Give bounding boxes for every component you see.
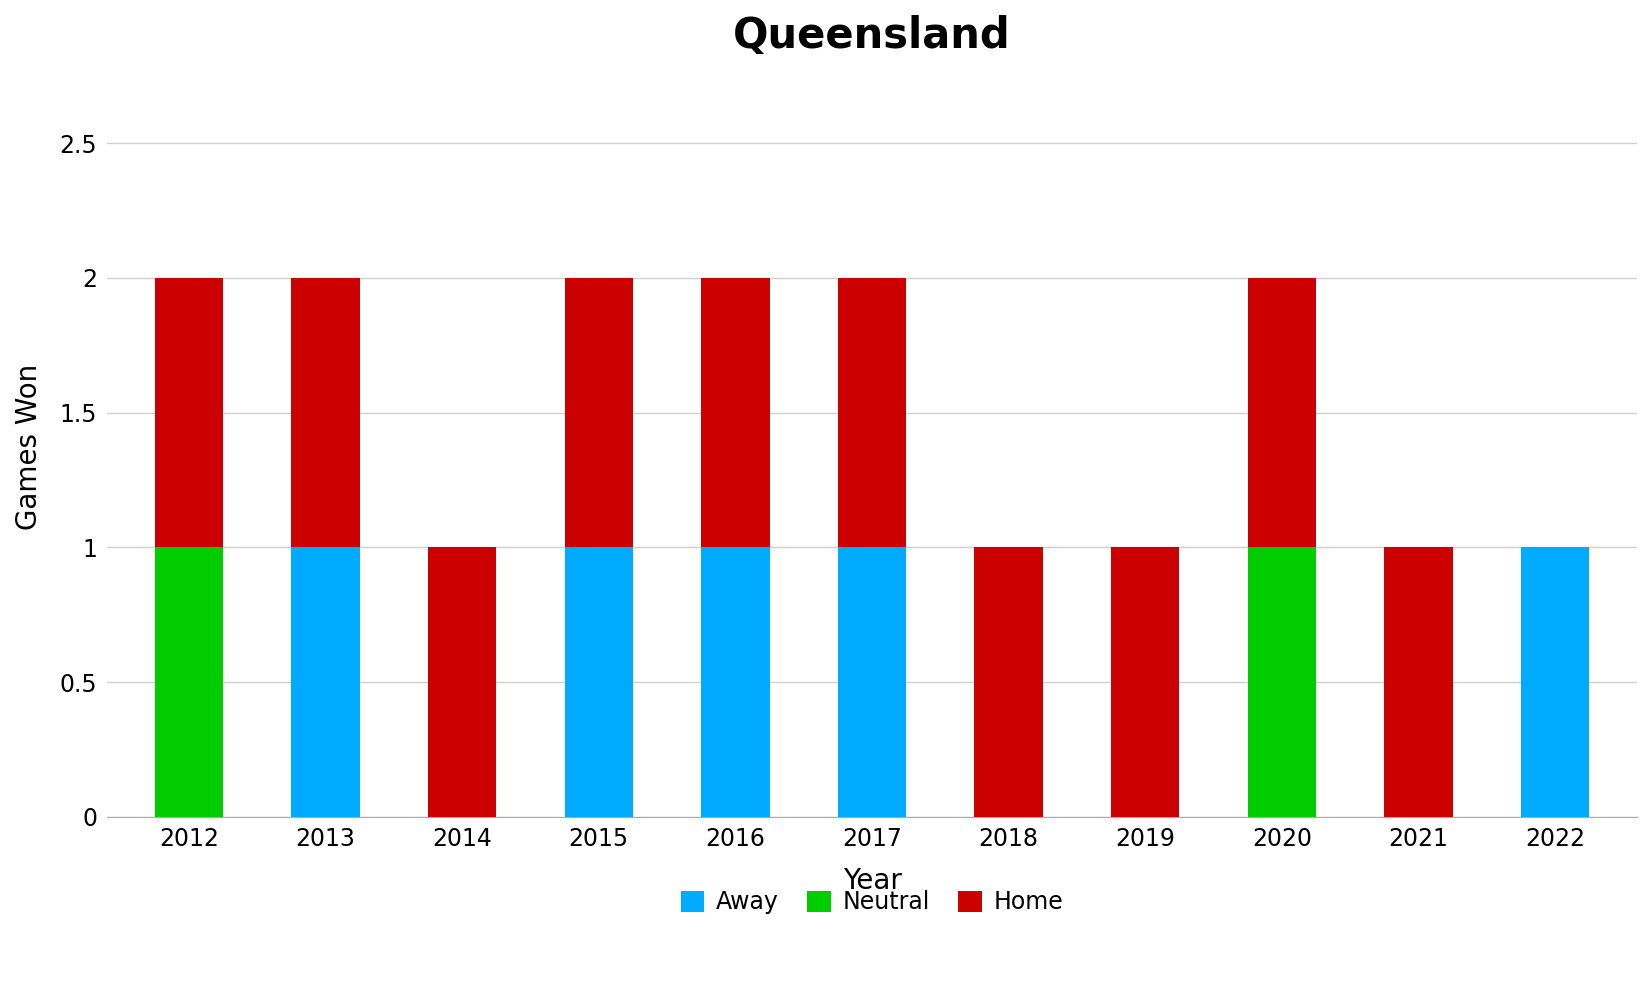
Bar xyxy=(700,548,770,817)
Bar xyxy=(1521,548,1589,817)
Bar xyxy=(838,278,907,548)
Bar xyxy=(291,548,360,817)
Bar xyxy=(1247,548,1317,817)
Bar xyxy=(155,548,223,817)
Bar xyxy=(155,278,223,548)
Bar xyxy=(838,548,907,817)
X-axis label: Year: Year xyxy=(843,867,902,896)
Legend: Away, Neutral, Home: Away, Neutral, Home xyxy=(671,881,1072,924)
Bar xyxy=(975,548,1042,817)
Bar xyxy=(565,278,633,548)
Bar xyxy=(565,548,633,817)
Bar xyxy=(1112,548,1180,817)
Title: Queensland: Queensland xyxy=(733,15,1011,57)
Bar xyxy=(1247,278,1317,548)
Bar xyxy=(428,548,496,817)
Bar xyxy=(1384,548,1452,817)
Bar xyxy=(291,278,360,548)
Bar xyxy=(700,278,770,548)
Y-axis label: Games Won: Games Won xyxy=(15,363,43,530)
